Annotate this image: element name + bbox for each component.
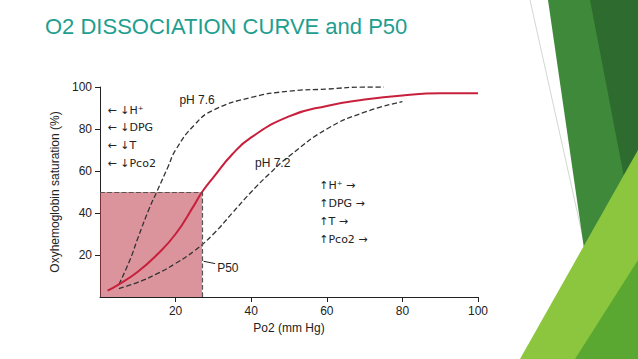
svg-text:pH 7.6: pH 7.6 — [179, 93, 215, 107]
svg-text:← ↓DPG: ← ↓DPG — [108, 121, 154, 134]
svg-text:20: 20 — [79, 248, 93, 262]
svg-text:Po2 (mm Hg): Po2 (mm Hg) — [253, 321, 324, 335]
svg-text:← ↓T: ← ↓T — [108, 139, 137, 152]
svg-text:P50: P50 — [217, 261, 239, 275]
svg-text:↑Pco2 →: ↑Pco2 → — [319, 233, 367, 246]
svg-text:60: 60 — [320, 304, 334, 318]
svg-text:← ↓H⁺: ← ↓H⁺ — [108, 104, 144, 117]
svg-text:80: 80 — [79, 122, 93, 136]
svg-text:100: 100 — [468, 304, 488, 318]
svg-text:Oxyhemoglobin saturation (%): Oxyhemoglobin saturation (%) — [48, 111, 62, 272]
svg-text:60: 60 — [79, 164, 93, 178]
svg-text:20: 20 — [169, 304, 183, 318]
svg-text:40: 40 — [79, 206, 93, 220]
svg-text:↑H⁺ →: ↑H⁺ → — [319, 179, 355, 192]
svg-text:100: 100 — [72, 80, 92, 94]
svg-text:40: 40 — [245, 304, 259, 318]
svg-text:↑DPG →: ↑DPG → — [319, 197, 365, 210]
svg-text:← ↓Pco2: ← ↓Pco2 — [108, 157, 156, 170]
svg-text:80: 80 — [396, 304, 410, 318]
svg-text:pH 7.2: pH 7.2 — [255, 156, 291, 170]
svg-text:O2 DISSOCIATION CURVE and P50: O2 DISSOCIATION CURVE and P50 — [45, 14, 407, 39]
svg-text:↑T →: ↑T → — [319, 215, 348, 228]
